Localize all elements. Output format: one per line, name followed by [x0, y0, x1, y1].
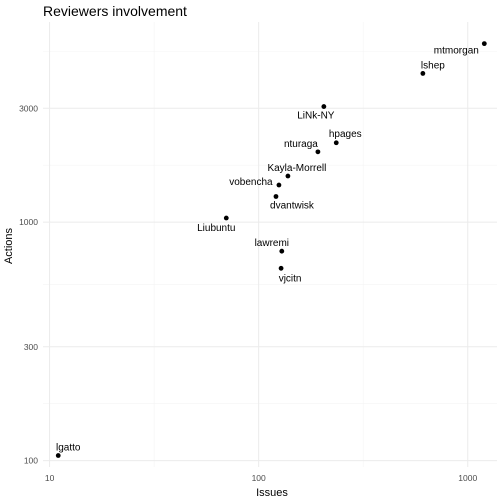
- point-label: dvantwisk: [270, 201, 315, 212]
- data-point: [55, 453, 61, 458]
- data-point: [315, 149, 321, 155]
- y-axis-title: Actions: [3, 227, 15, 264]
- data-point: [278, 265, 284, 271]
- y-axis-ticks: 100 300 1000 3000: [19, 103, 38, 465]
- data-point: [223, 215, 229, 221]
- point-label: vjcitn: [279, 273, 302, 284]
- point-label: vobencha: [229, 177, 273, 188]
- point-label: lawremi: [255, 238, 289, 249]
- data-point: [481, 41, 487, 47]
- y-tick-label: 100: [24, 456, 38, 466]
- point-label: hpages: [329, 129, 362, 140]
- y-tick-label: 1000: [19, 217, 38, 227]
- point-label: mtmorgan: [434, 46, 479, 57]
- data-point: [321, 104, 327, 109]
- point-label: Kayla-Morrell: [267, 163, 326, 174]
- point-label: lshep: [421, 60, 445, 71]
- point-label: Liubuntu: [197, 223, 235, 234]
- grid: [43, 22, 497, 467]
- point-labels: mtmorgan lshep LiNk-NY hpages nturaga Kayla-M…: [56, 46, 479, 454]
- x-axis-title: Issues: [256, 487, 288, 499]
- data-point: [333, 140, 339, 146]
- y-tick-label: 300: [24, 342, 38, 352]
- chart-title: Reviewers involvement: [43, 3, 187, 19]
- data-point: [276, 182, 282, 188]
- data-point: [279, 248, 285, 254]
- x-tick-label: 100: [252, 473, 266, 483]
- data-points: [55, 41, 487, 458]
- data-point: [273, 194, 279, 199]
- point-label: nturaga: [284, 139, 318, 150]
- x-axis-ticks: 10 100 1000: [45, 473, 478, 483]
- data-point: [420, 71, 426, 76]
- x-tick-label: 1000: [458, 473, 477, 483]
- point-label: lgatto: [56, 443, 81, 454]
- x-tick-label: 10: [45, 473, 55, 483]
- y-tick-label: 3000: [19, 103, 38, 113]
- point-label: LiNk-NY: [297, 111, 335, 122]
- data-point: [285, 173, 291, 179]
